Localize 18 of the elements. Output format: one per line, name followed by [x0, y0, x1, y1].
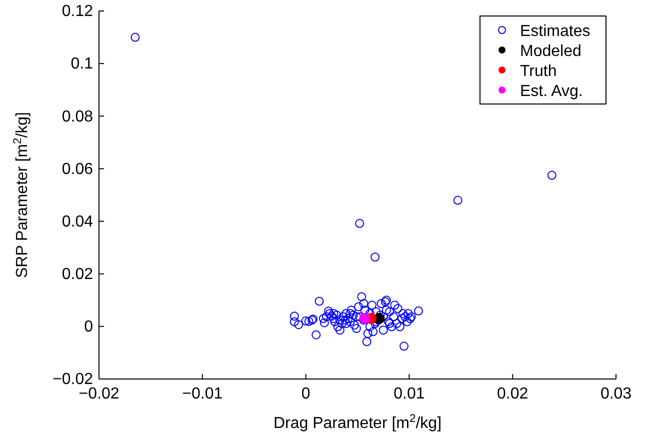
x-tick-label: 0.03 [600, 385, 632, 402]
y-tick-label: −0.02 [52, 371, 94, 388]
y-tick-label: 0.12 [62, 3, 94, 20]
y-tick-label: 0.06 [62, 160, 94, 178]
y-tick-label: 0 [84, 318, 94, 336]
y-tick-label: 0.08 [62, 108, 94, 126]
y-tick-label: 0.1 [70, 56, 94, 73]
y-tick-label: 0.04 [62, 213, 94, 230]
x-tick-label: 0 [301, 385, 310, 402]
x-tick-label: 0.01 [394, 385, 425, 402]
legend-label: Est. Avg. [520, 83, 583, 100]
x-tick-label: −0.01 [182, 385, 223, 402]
x-tick-label: 0.02 [497, 385, 528, 402]
x-axis-title: Drag Parameter [m$^{2}$/kg] [273, 413, 442, 432]
legend-label: Modeled [520, 43, 582, 60]
legend-label: Truth [520, 63, 557, 80]
legend-label: Estimates [520, 23, 590, 40]
y-tick-label: 0.02 [62, 266, 94, 283]
